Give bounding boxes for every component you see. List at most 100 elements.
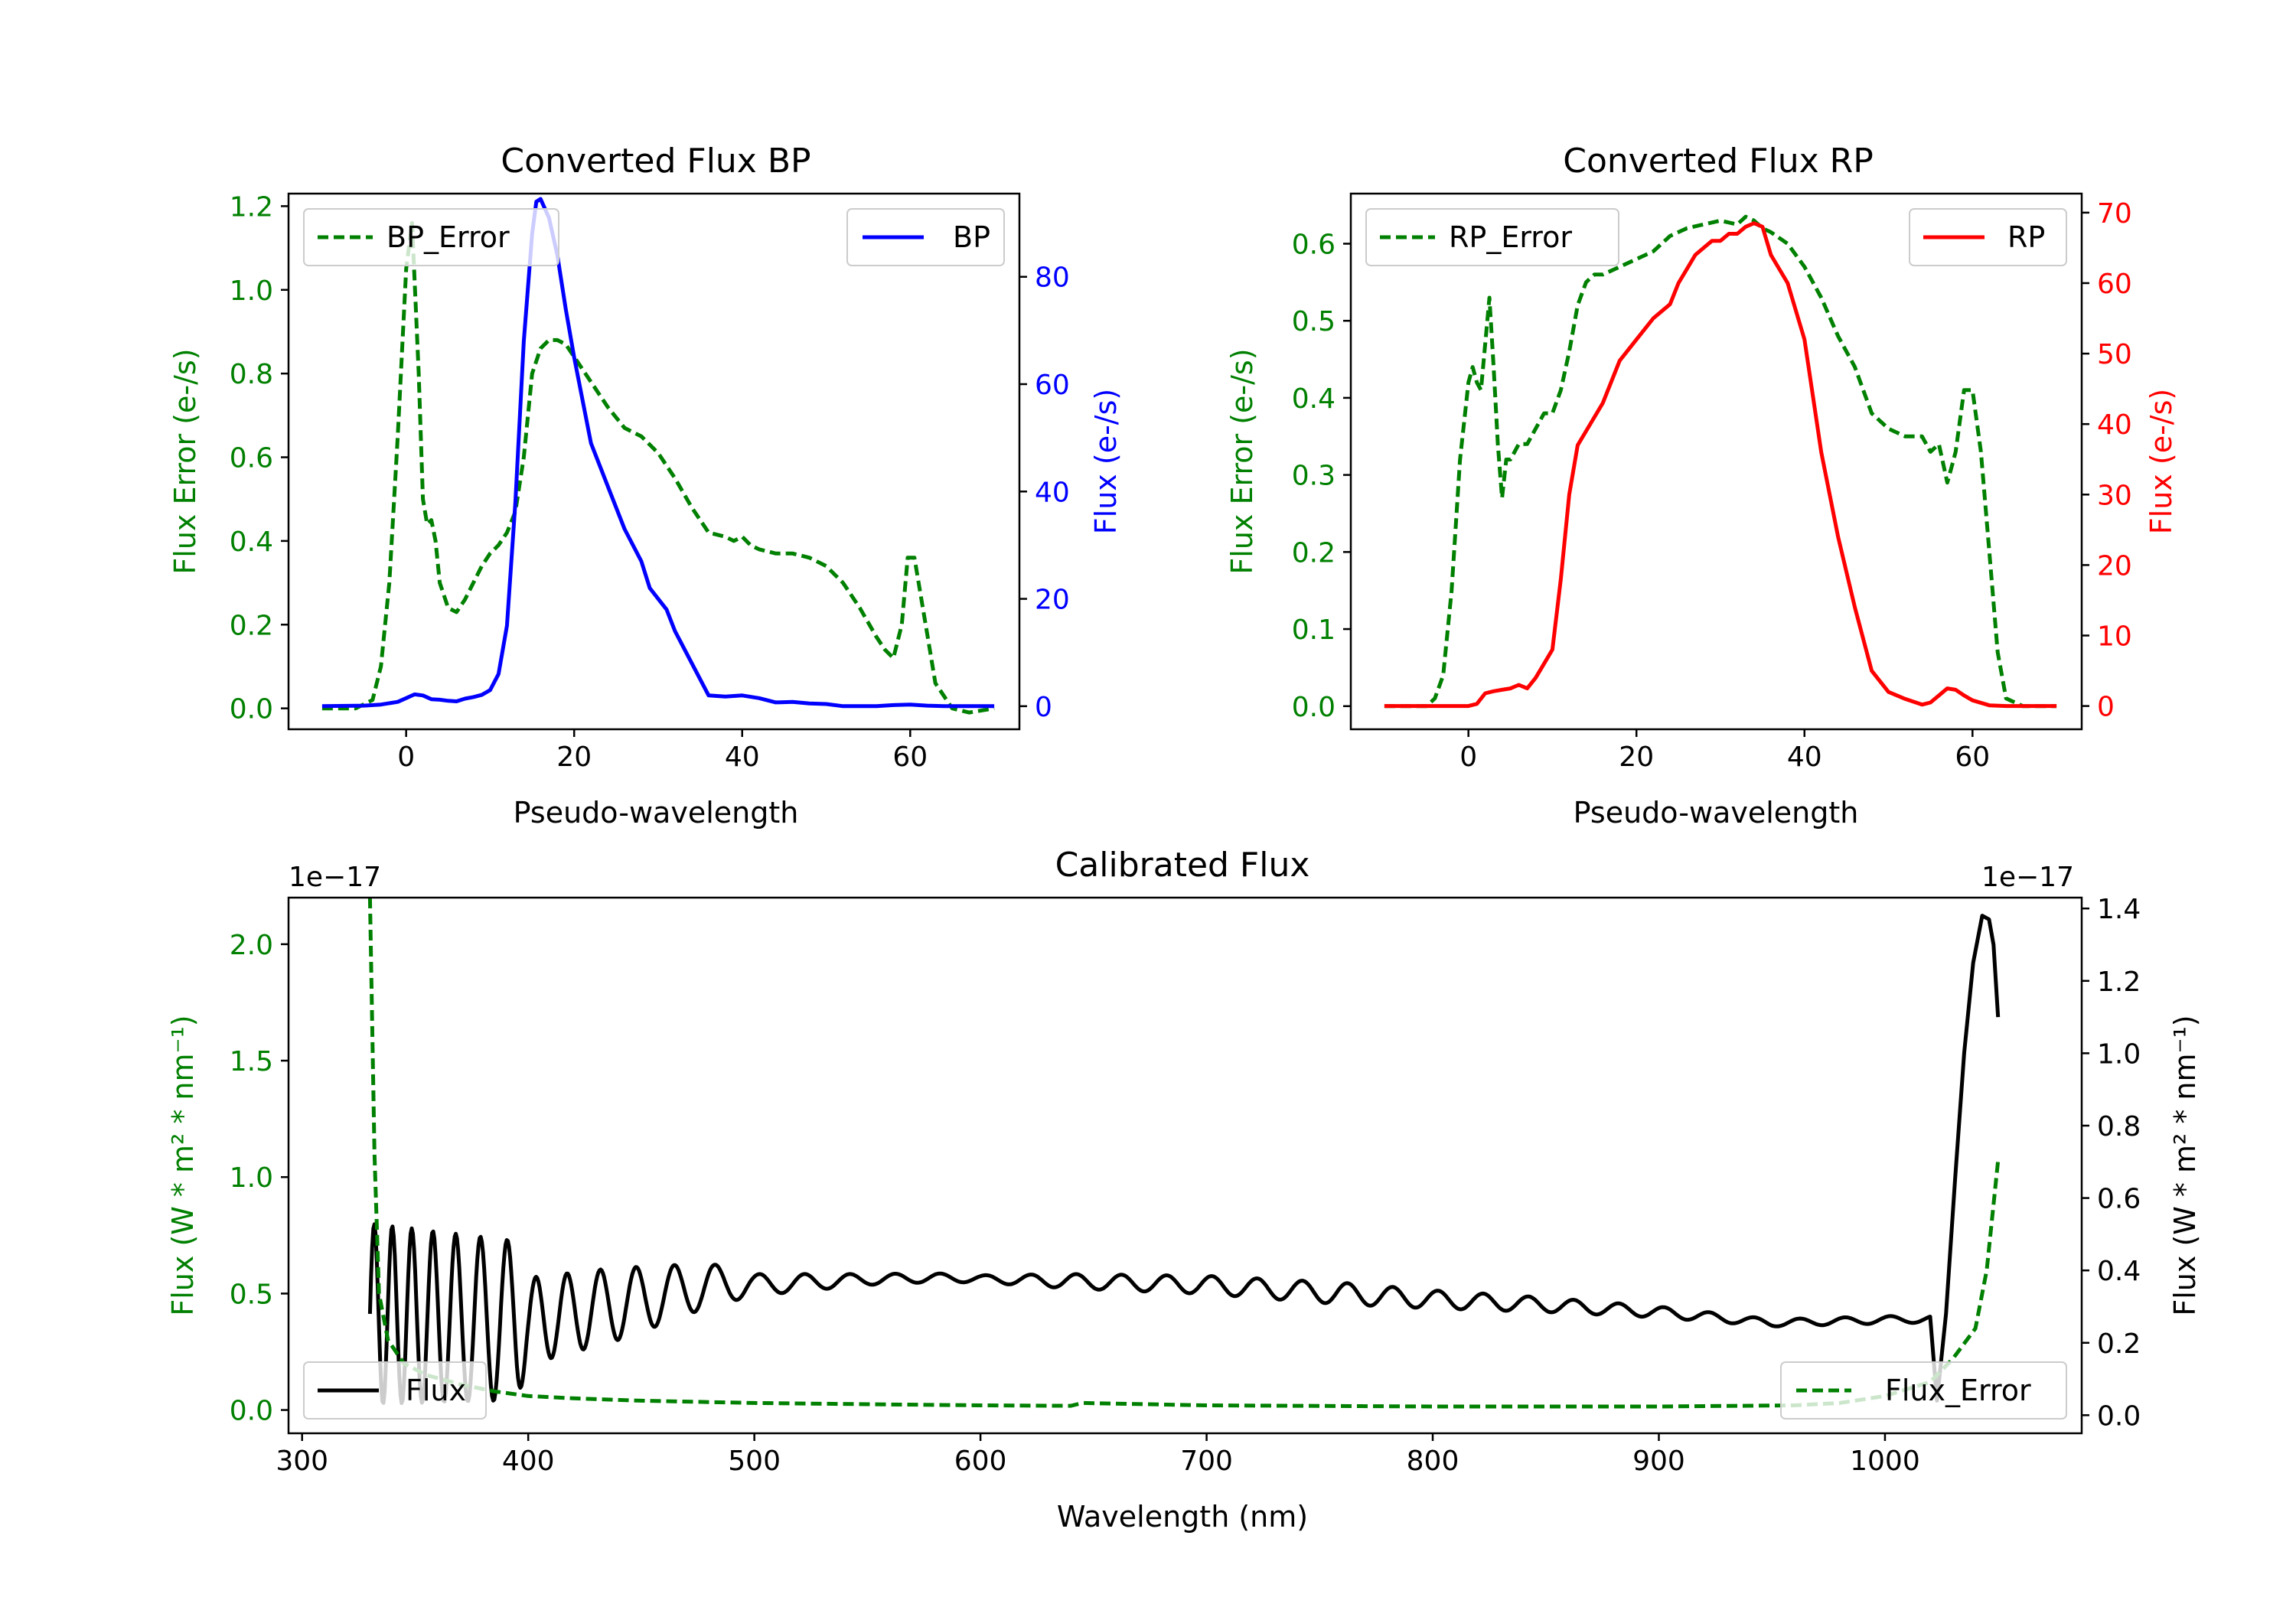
- chart-calibrated-ylabel-left: Flux (W * m² * nm⁻¹): [166, 1015, 200, 1315]
- left-tick-label: 0.1: [1292, 614, 1336, 646]
- chart-rp-frame: [1349, 192, 2083, 731]
- chart-calibrated-xlabel: Wavelength (nm): [1057, 1500, 1308, 1534]
- chart-rp-x-ticks: 0 20 40 60: [1459, 729, 1990, 773]
- x-tick-label: 60: [1955, 742, 1990, 773]
- x-tick-label: 20: [556, 742, 592, 773]
- chart-calibrated-title: Calibrated Flux: [1055, 846, 1310, 885]
- right-tick-label: 0: [1035, 692, 1052, 723]
- chart-bp-legend-error-label: BP_Error: [386, 220, 510, 254]
- chart-rp-left-ticks: 0.0 0.1 0.2 0.3 0.4 0.5 0.6: [1292, 229, 1351, 723]
- right-tick-label: 40: [1035, 477, 1070, 508]
- right-tick-label: 1.4: [2097, 894, 2141, 925]
- x-tick-label: 800: [1407, 1446, 1459, 1477]
- series-line-bp-error: [321, 220, 995, 715]
- chart-bp-legend-flux-label: BP: [953, 220, 990, 254]
- chart-bp-left-ticks: 0.0 0.2 0.4 0.6 0.8 1.0 1.2: [230, 191, 289, 725]
- left-tick-label: 0.4: [1292, 383, 1336, 415]
- chart-calibrated-legend-flux: Flux: [303, 1361, 487, 1420]
- left-tick-label: 0.6: [1292, 229, 1336, 260]
- chart-rp-legend-error-label: RP_Error: [1449, 220, 1572, 254]
- right-tick-label: 0.0: [2097, 1400, 2141, 1432]
- right-tick-label: 0.2: [2097, 1328, 2141, 1360]
- series-line-flux: [367, 914, 2001, 1406]
- right-tick-label: 10: [2097, 621, 2132, 653]
- x-tick-label: 300: [276, 1446, 328, 1477]
- chart-rp-ylabel-left: Flux Error (e-/s): [1225, 348, 1259, 574]
- chart-rp-title: Converted Flux RP: [1563, 142, 1874, 181]
- right-tick-label: 50: [2097, 339, 2132, 370]
- right-tick-label: 0.6: [2097, 1184, 2141, 1215]
- x-tick-label: 600: [954, 1446, 1007, 1477]
- chart-bp-ylabel-left: Flux Error (e-/s): [168, 348, 202, 574]
- series-line-flux-error: [367, 898, 2001, 1409]
- chart-calibrated-frame: [287, 896, 2083, 1435]
- left-tick-label: 1.5: [230, 1046, 273, 1077]
- chart-rp: Converted Flux RP 0 20 40 60 0.00.10.20.30.…: [1225, 142, 2178, 830]
- chart-calibrated-left-ticks: 0.0 0.5 1.0 1.5 2.0: [230, 930, 289, 1427]
- chart-bp: Converted Flux BP 0 20 40 60 0.00.20.40.60.…: [168, 142, 1123, 830]
- x-tick-label: 400: [502, 1446, 555, 1477]
- chart-bp-xlabel: Pseudo-wavelength: [514, 796, 799, 830]
- left-tick-label: 1.0: [230, 1162, 273, 1194]
- chart-bp-legend-flux: BP: [846, 208, 1005, 266]
- chart-calibrated-x-ticks: 300 400 500 600 700 800 900 1000: [276, 1433, 1920, 1477]
- left-tick-label: 0.6: [230, 443, 273, 474]
- left-tick-label: 0.5: [230, 1279, 273, 1310]
- left-tick-label: 0.5: [1292, 306, 1336, 337]
- series-line-bp: [321, 197, 995, 709]
- right-tick-label: 1.0: [2097, 1038, 2141, 1070]
- right-tick-label: 0.4: [2097, 1256, 2141, 1287]
- chart-calibrated-legend-error: Flux_Error: [1780, 1361, 2067, 1420]
- chart-rp-legend-flux: RP: [1909, 208, 2067, 266]
- chart-calibrated: Calibrated Flux 1e−17 1e−17 300 400 500 600…: [166, 846, 2202, 1534]
- x-tick-label: 40: [1787, 742, 1822, 773]
- chart-rp-legend-error: RP_Error: [1365, 208, 1619, 266]
- series-line-rp-error: [1384, 214, 2057, 709]
- chart-bp-ylabel-right: Flux (e-/s): [1089, 389, 1123, 534]
- left-tick-label: 0.3: [1292, 461, 1336, 492]
- left-tick-label: 0.0: [230, 1396, 273, 1427]
- left-tick-label: 1.2: [230, 191, 273, 223]
- chart-calibrated-offset-left: 1e−17: [289, 862, 381, 893]
- series-line-rp: [1384, 221, 2057, 709]
- chart-bp-series: [321, 197, 995, 715]
- left-tick-label: 0.2: [1292, 537, 1336, 569]
- x-tick-label: 0: [1459, 742, 1477, 773]
- right-tick-label: 0: [2097, 692, 2115, 723]
- chart-rp-xlabel: Pseudo-wavelength: [1574, 796, 1859, 830]
- chart-rp-right-ticks: 0 10 20 30 40 50 60 70: [2082, 198, 2132, 723]
- chart-bp-legend-error: BP_Error: [303, 208, 559, 266]
- right-tick-label: 70: [2097, 198, 2132, 230]
- left-tick-label: 0.0: [1292, 692, 1336, 723]
- chart-rp-series: [1384, 214, 2057, 709]
- right-tick-label: 40: [2097, 409, 2132, 441]
- chart-calibrated-legend-flux-label: Flux: [406, 1374, 466, 1407]
- left-tick-label: 1.0: [230, 275, 273, 307]
- chart-rp-legend-flux-label: RP: [2007, 220, 2045, 254]
- x-tick-label: 700: [1180, 1446, 1233, 1477]
- right-tick-label: 20: [1035, 585, 1070, 616]
- x-tick-label: 500: [728, 1446, 781, 1477]
- left-tick-label: 0.0: [230, 694, 273, 725]
- chart-bp-title: Converted Flux BP: [501, 142, 810, 181]
- left-tick-label: 0.4: [230, 526, 273, 558]
- right-tick-label: 60: [2097, 269, 2132, 300]
- x-tick-label: 40: [725, 742, 760, 773]
- right-tick-label: 0.8: [2097, 1111, 2141, 1143]
- x-tick-label: 0: [397, 742, 415, 773]
- chart-calibrated-ylabel-right: Flux (W * m² * nm⁻¹): [2168, 1015, 2202, 1315]
- right-tick-label: 80: [1035, 262, 1070, 294]
- x-tick-label: 60: [892, 742, 928, 773]
- chart-calibrated-offset-right: 1e−17: [1981, 862, 2074, 893]
- chart-bp-frame: [287, 192, 1021, 731]
- right-tick-label: 20: [2097, 550, 2132, 582]
- chart-calibrated-series: [367, 898, 2001, 1409]
- x-tick-label: 1000: [1850, 1446, 1920, 1477]
- left-tick-label: 0.2: [230, 610, 273, 641]
- x-tick-label: 20: [1619, 742, 1654, 773]
- chart-calibrated-right-ticks: 0.0 0.2 0.4 0.6 0.8 1.0 1.2 1.4: [2082, 894, 2141, 1432]
- left-tick-label: 2.0: [230, 930, 273, 961]
- left-tick-label: 0.8: [230, 359, 273, 390]
- chart-bp-right-ticks: 0 20 40 60 80: [1019, 262, 1070, 723]
